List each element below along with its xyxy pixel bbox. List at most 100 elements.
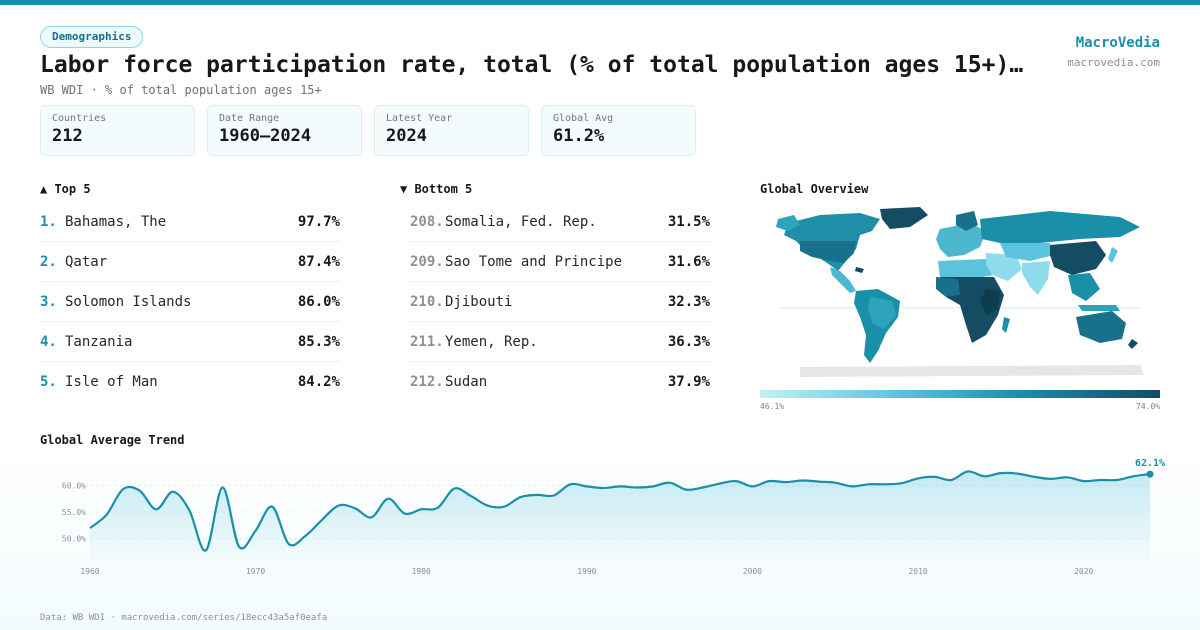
map-region-middle-east[interactable]: [986, 253, 1022, 281]
map-region-new-zealand[interactable]: [1128, 339, 1138, 349]
list-item[interactable]: 5. Isle of Man 84.2%: [40, 362, 340, 402]
stat-value: 212: [52, 126, 83, 146]
stat-label: Countries: [52, 113, 107, 124]
map-region-central-asia[interactable]: [1000, 243, 1054, 261]
y-tick-label: 50.0%: [62, 535, 86, 544]
item-value: 32.3%: [667, 293, 710, 310]
page-subtitle: WB WDI · % of total population ages 15+: [40, 83, 322, 97]
item-value: 31.6%: [667, 253, 710, 270]
item-name: Djibouti: [445, 293, 513, 310]
scale-min-label: 46.1%: [760, 402, 785, 411]
scale-max-label: 74.0%: [1136, 402, 1161, 411]
trend-end-point[interactable]: [1146, 470, 1154, 478]
item-rank: 211.: [410, 333, 444, 350]
item-name: Bahamas, The: [65, 213, 167, 230]
map-region-china[interactable]: [1050, 241, 1106, 275]
item-rank: 2.: [40, 253, 57, 270]
item-value: 86.0%: [297, 293, 340, 310]
bottom5-heading: ▼ Bottom 5: [400, 182, 473, 196]
item-name: Somalia, Fed. Rep.: [445, 213, 597, 230]
y-tick-label: 55.0%: [62, 508, 86, 517]
item-value: 85.3%: [297, 333, 340, 350]
map-region-east-africa[interactable]: [980, 289, 1000, 315]
map-region-europe[interactable]: [936, 223, 986, 257]
trend-heading: Global Average Trend: [40, 433, 185, 447]
item-rank: 208.: [410, 213, 444, 230]
item-value: 97.7%: [297, 213, 340, 230]
map-region-russia[interactable]: [980, 211, 1140, 243]
stat-date-range: Date Range 1960–2024: [207, 105, 362, 156]
map-heading: Global Overview: [760, 182, 869, 196]
map-region-india[interactable]: [1022, 261, 1050, 295]
list-item[interactable]: 210. Djibouti 32.3%: [410, 282, 710, 322]
list-item[interactable]: 4. Tanzania 85.3%: [40, 322, 340, 362]
stat-label: Date Range: [219, 113, 280, 124]
map-region-madagascar[interactable]: [1002, 317, 1010, 333]
trend-chart[interactable]: 60.0% 55.0% 50.0% 1960 1970 1980 1990 2000 2010…: [40, 450, 1170, 580]
top5-heading: ▲ Top 5: [40, 182, 91, 196]
item-name: Solomon Islands: [65, 293, 192, 310]
stat-value: 1960–2024: [219, 126, 312, 146]
item-name: Yemen, Rep.: [445, 333, 538, 350]
item-name: Isle of Man: [65, 374, 158, 390]
brand-logo[interactable]: MacroVedia: [1075, 35, 1160, 51]
x-tick-label: 1970: [246, 567, 265, 576]
item-rank: 4.: [40, 333, 57, 350]
y-tick-label: 60.0%: [62, 481, 86, 490]
x-tick-label: 2020: [1074, 567, 1093, 576]
list-item[interactable]: 208. Somalia, Fed. Rep. 31.5%: [410, 202, 710, 242]
top-accent-bar: [0, 0, 1200, 5]
map-region-west-africa[interactable]: [936, 277, 960, 297]
item-value: 31.5%: [667, 213, 710, 230]
map-region-brazil[interactable]: [868, 297, 896, 329]
map-region-scandinavia[interactable]: [956, 211, 978, 231]
map-region-greenland[interactable]: [880, 207, 928, 229]
map-region-australia[interactable]: [1076, 311, 1126, 343]
map-region-southeast-asia[interactable]: [1068, 273, 1100, 301]
map-region-antarctica: [800, 365, 1144, 377]
x-tick-label: 2010: [908, 567, 927, 576]
map-region-japan[interactable]: [1108, 247, 1118, 263]
stat-label: Latest Year: [386, 113, 453, 124]
x-tick-label: 1980: [412, 567, 431, 576]
item-value: 37.9%: [667, 374, 710, 390]
bottom5-list: 208. Somalia, Fed. Rep. 31.5% 209. Sao Tome…: [410, 202, 710, 402]
category-badge[interactable]: Demographics: [40, 26, 144, 48]
map-region-north-africa[interactable]: [938, 259, 994, 279]
list-item[interactable]: 212. Sudan 37.9%: [410, 362, 710, 402]
footer-source: Data: WB WDI · macrovedia.com/series/18e…: [40, 613, 328, 623]
x-tick-label: 1960: [80, 567, 99, 576]
top5-list: 1. Bahamas, The 97.7% 2. Qatar 87.4% 3. Solom…: [40, 202, 340, 402]
stat-global-avg: Global Avg 61.2%: [541, 105, 696, 156]
map-region-usa[interactable]: [800, 241, 856, 263]
item-name: Qatar: [65, 253, 108, 270]
item-rank: 209.: [410, 253, 444, 270]
map-region-alaska[interactable]: [776, 215, 800, 231]
item-name: Sudan: [445, 374, 488, 390]
map-region-indonesia[interactable]: [1078, 305, 1120, 311]
page-title: Labor force participation rate, total (%…: [40, 52, 1030, 78]
stat-value: 2024: [386, 126, 427, 146]
item-rank: 1.: [40, 213, 57, 230]
trend-line[interactable]: [89, 470, 1151, 552]
item-value: 84.2%: [297, 374, 340, 390]
list-item[interactable]: 3. Solomon Islands 86.0%: [40, 282, 340, 322]
world-choropleth-map[interactable]: [760, 205, 1160, 383]
item-rank: 5.: [40, 374, 57, 390]
item-name: Sao Tome and Principe: [445, 253, 623, 270]
item-value: 87.4%: [297, 253, 340, 270]
trend-area: [90, 471, 1150, 560]
list-item[interactable]: 2. Qatar 87.4%: [40, 242, 340, 282]
list-item[interactable]: 1. Bahamas, The 97.7%: [40, 202, 340, 242]
brand-url[interactable]: macrovedia.com: [1067, 56, 1160, 69]
item-rank: 3.: [40, 293, 57, 310]
color-scale-bar: [760, 390, 1160, 398]
x-tick-label: 1990: [577, 567, 596, 576]
map-region-caribbean[interactable]: [855, 267, 864, 273]
stat-latest-year: Latest Year 2024: [374, 105, 529, 156]
item-rank: 210.: [410, 293, 444, 310]
map-region-central-america[interactable]: [830, 267, 856, 293]
x-tick-label: 2000: [743, 567, 762, 576]
list-item[interactable]: 209. Sao Tome and Principe 31.6%: [410, 242, 710, 282]
list-item[interactable]: 211. Yemen, Rep. 36.3%: [410, 322, 710, 362]
